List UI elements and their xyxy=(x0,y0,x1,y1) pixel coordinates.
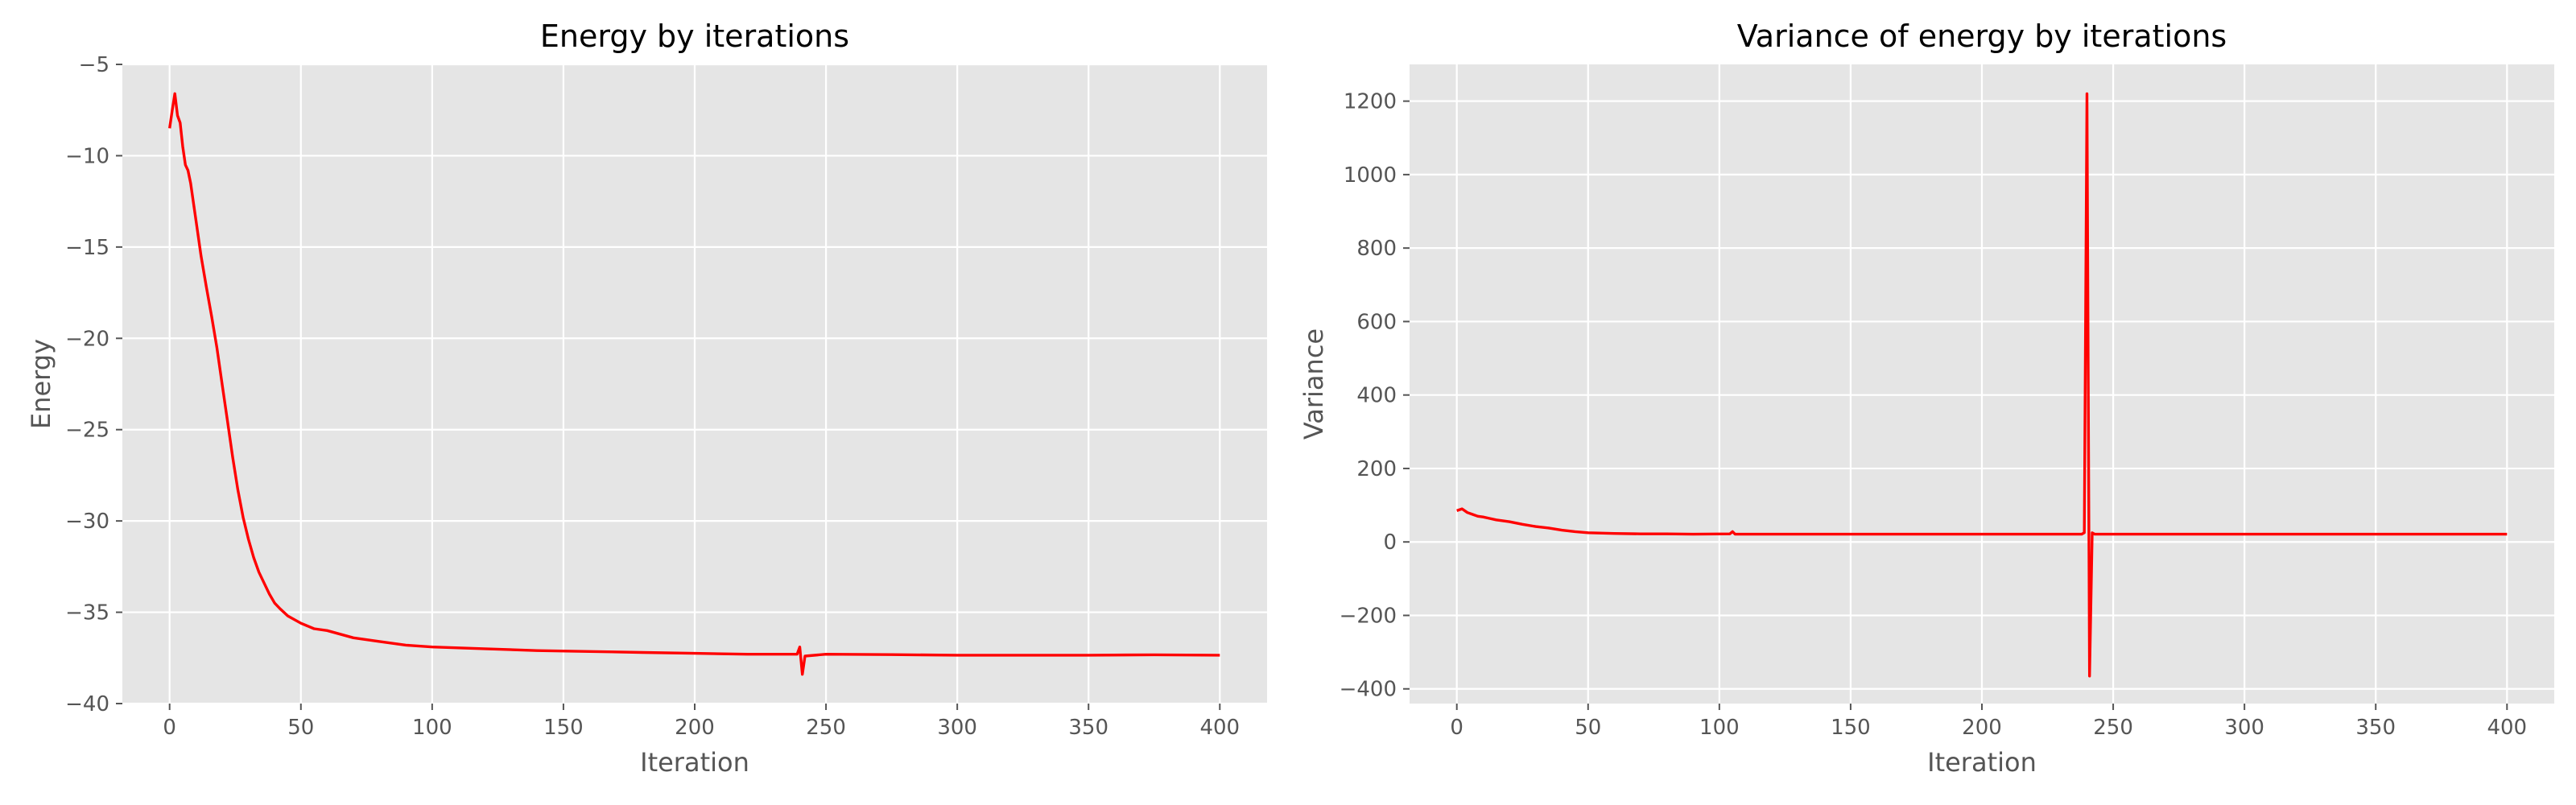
energy-y-tick-label: −35 xyxy=(65,601,109,625)
variance-x-tick-label: 0 xyxy=(1450,716,1463,740)
variance-chart: 0 50 100 150 200 250 300 350 400 −400 −200 0 200 400 6… xyxy=(1298,19,2554,778)
variance-x-tick-label: 400 xyxy=(2487,716,2527,740)
energy-x-tick-label: 350 xyxy=(1068,716,1108,740)
energy-x-tick-label: 200 xyxy=(675,716,715,740)
variance-y-tick-label: 400 xyxy=(1356,384,1397,408)
variance-y-tick-label: 200 xyxy=(1356,457,1397,481)
variance-grid xyxy=(1410,64,2554,704)
energy-series-line xyxy=(168,92,1220,676)
variance-y-tick-label: −200 xyxy=(1340,604,1397,628)
variance-x-tick-label: 50 xyxy=(1575,716,1601,740)
energy-y-tick-label: −5 xyxy=(79,53,109,77)
energy-x-axis-label: Iteration xyxy=(640,747,749,778)
energy-y-tick-label: −30 xyxy=(65,510,109,534)
energy-y-tick-label: −25 xyxy=(65,419,109,443)
variance-x-tick-label: 300 xyxy=(2224,716,2264,740)
variance-x-tick-label: 350 xyxy=(2355,716,2396,740)
variance-series xyxy=(1456,92,2508,678)
energy-ticks: 0 50 100 150 200 250 300 350 400 −40 −35 −30 −25 −20 −… xyxy=(65,53,1240,740)
variance-y-tick-label: 0 xyxy=(1383,530,1397,555)
energy-y-tick-label: −20 xyxy=(65,327,109,351)
variance-x-tick-label: 200 xyxy=(1962,716,2002,740)
energy-chart: 0 50 100 150 200 250 300 350 400 −40 −35 −30 −25 −20 −… xyxy=(26,19,1267,778)
variance-y-tick-label: −400 xyxy=(1340,678,1397,702)
energy-x-tick-label: 0 xyxy=(163,716,176,740)
energy-chart-title: Energy by iterations xyxy=(540,19,849,54)
variance-y-tick-label: 800 xyxy=(1356,237,1397,261)
variance-x-tick-label: 100 xyxy=(1699,716,1740,740)
energy-y-tick-label: −40 xyxy=(65,692,109,716)
variance-y-tick-label: 600 xyxy=(1356,310,1397,334)
energy-x-tick-label: 300 xyxy=(937,716,977,740)
energy-x-tick-label: 400 xyxy=(1199,716,1240,740)
energy-x-tick-label: 250 xyxy=(806,716,846,740)
energy-x-tick-label: 150 xyxy=(543,716,584,740)
variance-y-tick-label: 1200 xyxy=(1344,90,1397,114)
energy-series xyxy=(168,92,1220,676)
variance-x-tick-label: 250 xyxy=(2093,716,2133,740)
variance-ticks: 0 50 100 150 200 250 300 350 400 −400 −200 0 200 400 6… xyxy=(1340,90,2528,740)
energy-x-tick-label: 50 xyxy=(287,716,314,740)
variance-x-axis-label: Iteration xyxy=(1927,747,2037,778)
variance-series-line xyxy=(1456,92,2508,678)
energy-y-tick-label: −15 xyxy=(65,236,109,260)
energy-x-tick-label: 100 xyxy=(412,716,452,740)
energy-y-axis-label: Energy xyxy=(26,339,56,429)
variance-chart-title: Variance of energy by iterations xyxy=(1737,19,2227,54)
variance-y-tick-label: 1000 xyxy=(1344,163,1397,188)
variance-y-axis-label: Variance xyxy=(1298,328,1329,440)
variance-x-tick-label: 150 xyxy=(1831,716,1871,740)
energy-y-tick-label: −10 xyxy=(65,144,109,168)
